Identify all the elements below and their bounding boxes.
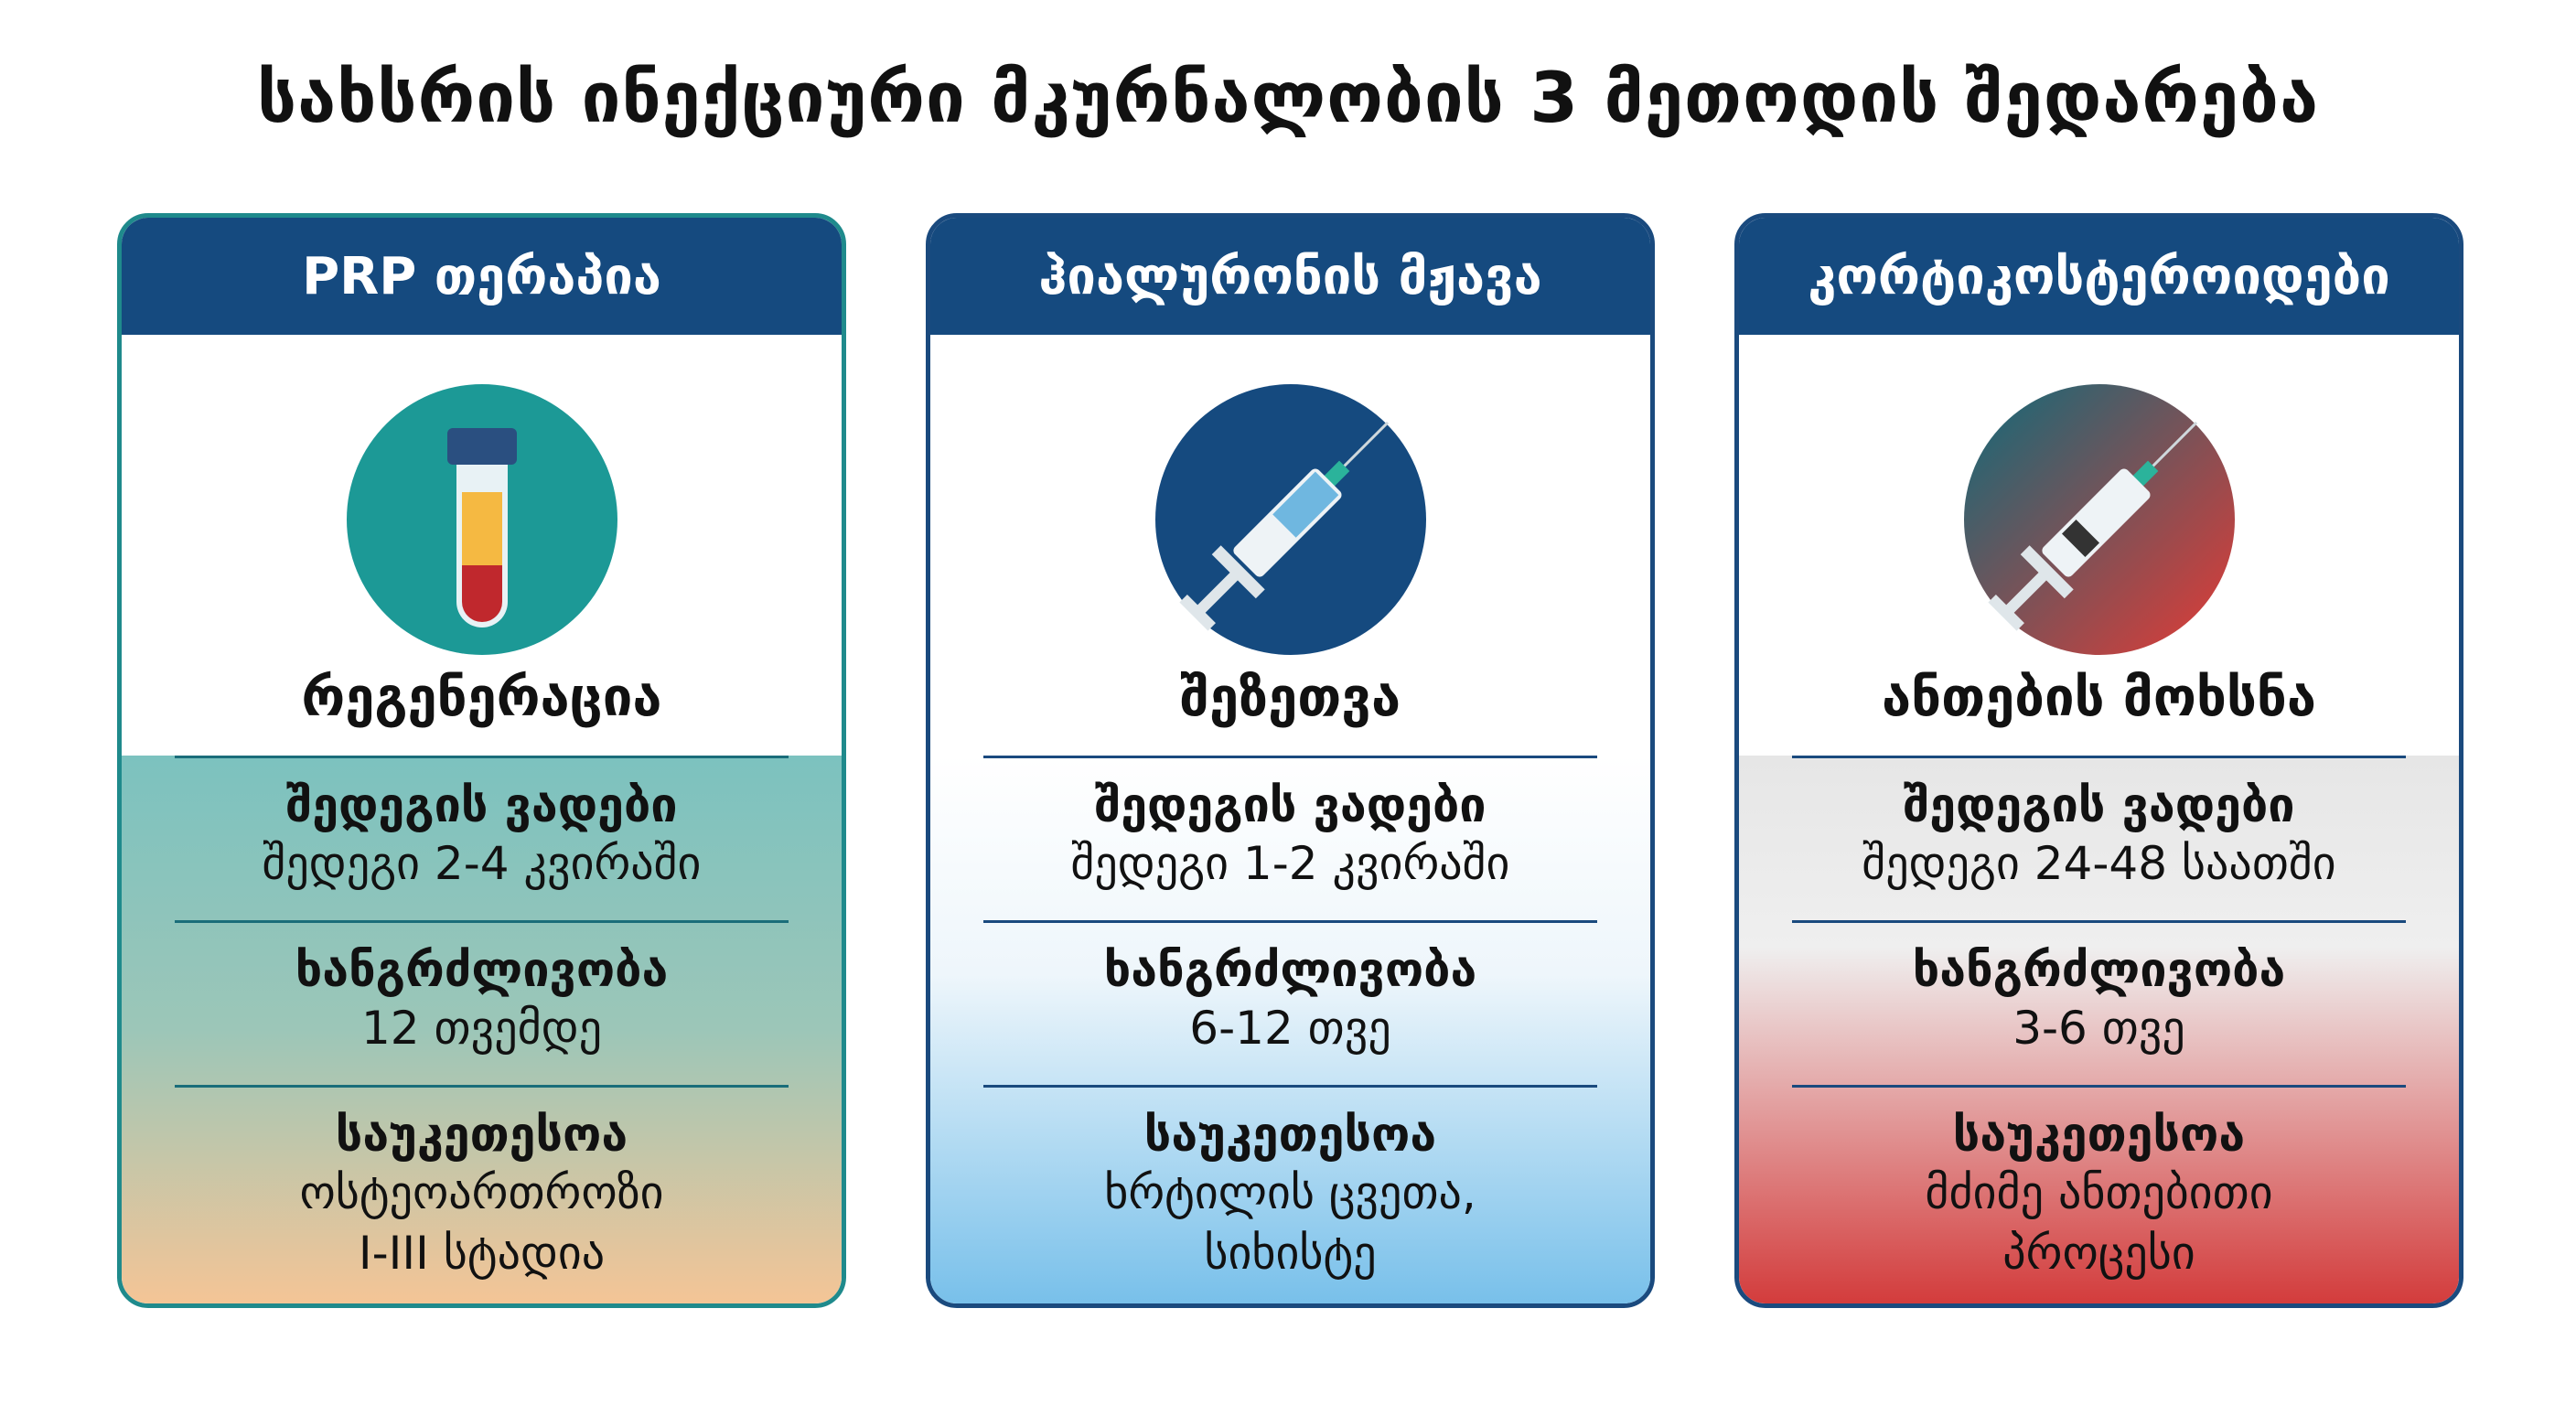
card-title: PRP თერაპია: [302, 246, 661, 306]
card-subtitle: შეზეთვა: [1179, 666, 1401, 728]
onset-section: შედეგის ვადები შედეგი 1-2 კვირაში: [983, 756, 1597, 921]
onset-section: შედეგის ვადები შედეგი 24-48 საათში: [1792, 756, 2406, 921]
section-label: შედეგის ვადები: [285, 778, 678, 833]
best-for-section: საუკეთესოა ხრტილის ცვეთა, სიხისტე: [983, 1085, 1597, 1283]
duration-section: ხანგრძლივობა 6-12 თვე: [983, 920, 1597, 1086]
duration-section: ხანგრძლივობა 3-6 თვე: [1792, 920, 2406, 1086]
section-value-line2: პროცესი: [2002, 1227, 2195, 1280]
onset-section: შედეგის ვადები შედეგი 2-4 კვირაში: [175, 756, 789, 921]
section-value: 6-12 თვე: [1189, 1002, 1391, 1055]
section-label: საუკეთესოა: [1143, 1108, 1437, 1163]
method-card-1: PRP თერაპია რეგენერაცია შედეგის ვადები შე…: [117, 213, 846, 1308]
page-title: სახსრის ინექციური მკურნალობის 3 მეთოდის …: [256, 57, 2320, 138]
section-value: შედეგი 2-4 კვირაში: [262, 837, 702, 890]
section-label: შედეგის ვადები: [1903, 778, 2295, 833]
section-label: საუკეთესოა: [335, 1108, 628, 1163]
card-details: შედეგის ვადები შედეგი 2-4 კვირაში ხანგრძლ…: [122, 756, 842, 1303]
card-title: ჰიალურონის მჟავა: [1038, 246, 1542, 306]
method-card-3: კორტიკოსტეროიდები ანთების მოხსნა შედეგის…: [1734, 213, 2463, 1308]
blood-test-tube-icon: [345, 382, 619, 657]
card-header: ჰიალურონის მჟავა: [930, 218, 1650, 335]
syringe-icon: [1962, 382, 2237, 657]
duration-section: ხანგრძლივობა 12 თვემდე: [175, 920, 789, 1086]
card-header: PRP თერაპია: [122, 218, 842, 335]
card-header: კორტიკოსტეროიდები: [1739, 218, 2459, 335]
method-card-2: ჰიალურონის მჟავა შეზეთვა შედეგის ვადები შ…: [926, 213, 1655, 1308]
section-label: შედეგის ვადები: [1094, 778, 1487, 833]
section-label: საუკეთესოა: [1952, 1108, 2246, 1163]
section-label: ხანგრძლივობა: [1103, 943, 1477, 998]
syringe-icon: [1154, 382, 1428, 657]
best-for-section: საუკეთესოა მძიმე ანთებითი პროცესი: [1792, 1085, 2406, 1283]
card-details: შედეგის ვადები შედეგი 24-48 საათში ხანგრძ…: [1739, 756, 2459, 1303]
section-value: მძიმე ანთებითი: [1925, 1166, 2273, 1219]
card-subtitle: რეგენერაცია: [301, 666, 662, 728]
section-value: ოსტეოართროზი: [299, 1166, 664, 1219]
section-label: ხანგრძლივობა: [1912, 943, 2286, 998]
card-title: კორტიკოსტეროიდები: [1808, 246, 2390, 306]
section-label: ხანგრძლივობა: [295, 943, 669, 998]
section-value-line2: I-III სტადია: [358, 1227, 606, 1280]
section-value: შედეგი 24-48 საათში: [1862, 837, 2336, 890]
section-value: 12 თვემდე: [361, 1002, 602, 1055]
section-value: 3-6 თვე: [2012, 1002, 2185, 1055]
section-value: შედეგი 1-2 კვირაში: [1070, 837, 1510, 890]
best-for-section: საუკეთესოა ოსტეოართროზი I-III სტადია: [175, 1085, 789, 1283]
card-details: შედეგის ვადები შედეგი 1-2 კვირაში ხანგრძლ…: [930, 756, 1650, 1303]
card-subtitle: ანთების მოხსნა: [1881, 666, 2317, 728]
section-value: ხრტილის ცვეთა,: [1104, 1166, 1476, 1219]
section-value-line2: სიხისტე: [1204, 1227, 1377, 1280]
